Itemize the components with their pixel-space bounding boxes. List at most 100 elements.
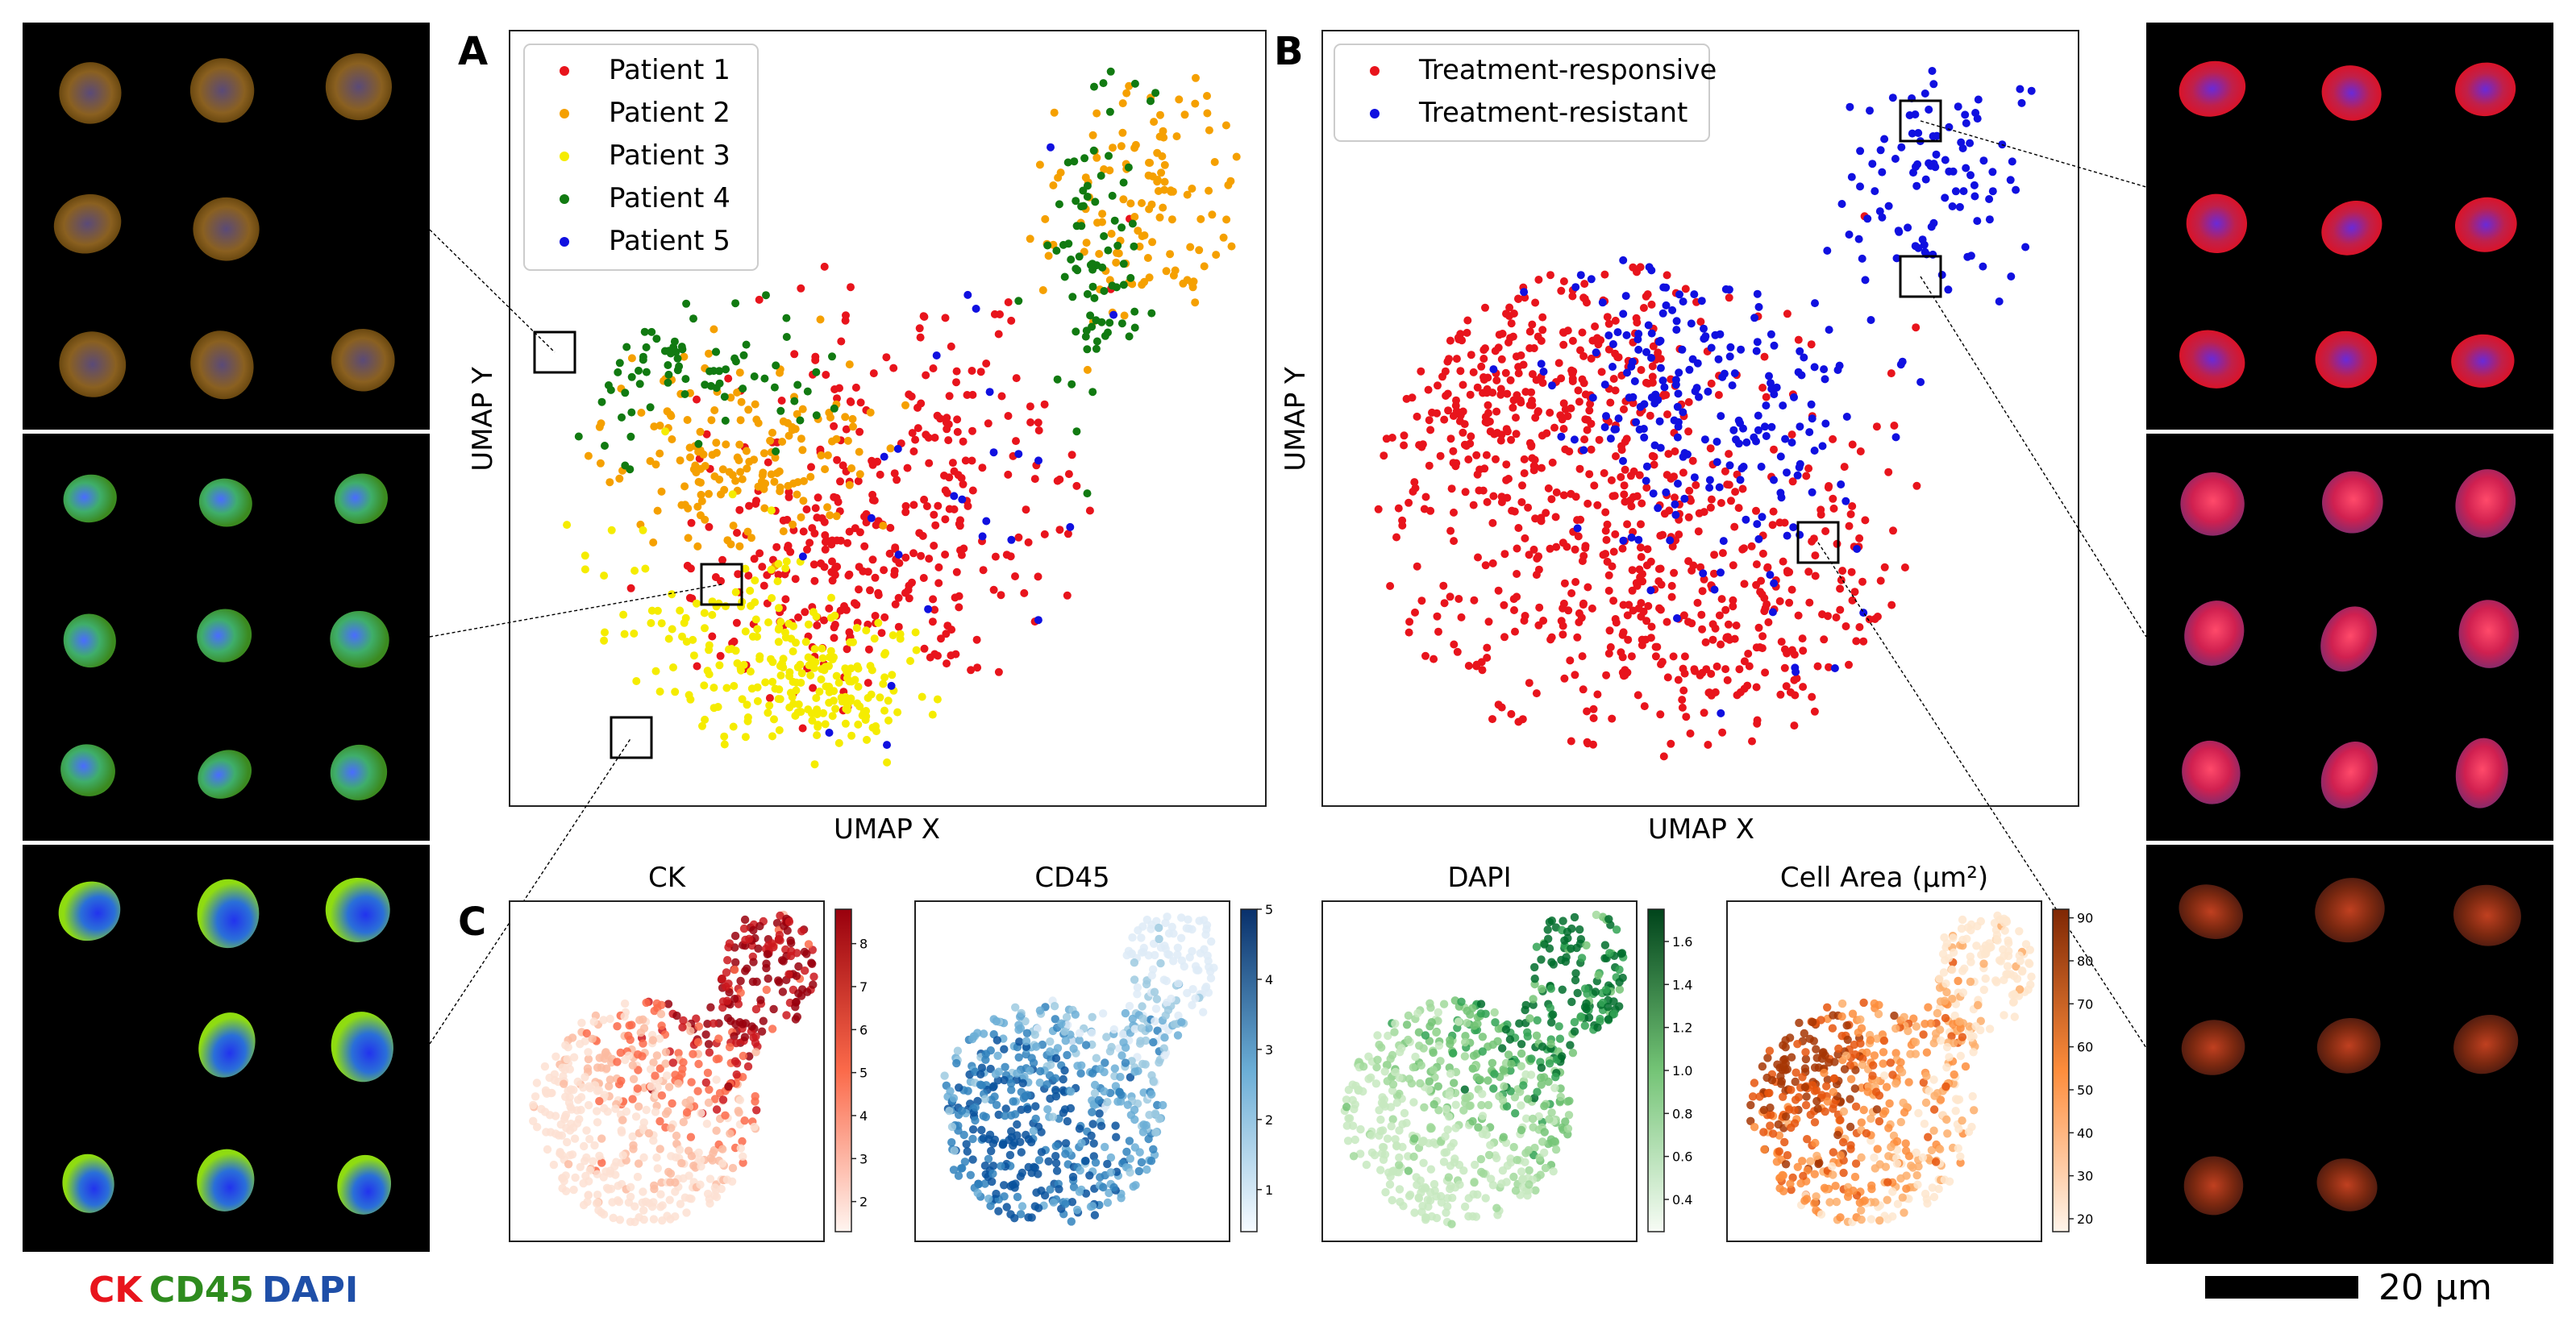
small-plot-point [694, 1059, 703, 1069]
point-treatment-responsive [1585, 470, 1594, 479]
point-treatment-responsive [1583, 499, 1592, 508]
point-patient-2 [1150, 118, 1159, 127]
small-plot-point [679, 1058, 688, 1067]
small-plot-point [1042, 1080, 1051, 1089]
point-patient-1 [944, 436, 953, 445]
small-plot-point [1484, 1150, 1494, 1160]
small-plot-point [1092, 1054, 1101, 1062]
small-plot-point [1869, 1061, 1878, 1070]
point-treatment-resistant [1854, 235, 1863, 243]
small-plot-point [1886, 1058, 1895, 1067]
point-treatment-responsive [1478, 666, 1487, 675]
small-plot-point [1011, 1179, 1020, 1188]
point-treatment-responsive [1775, 518, 1784, 527]
point-patient-1 [930, 510, 938, 519]
point-patient-1 [934, 651, 942, 660]
point-patient-2 [1188, 279, 1196, 288]
small-plot-point [1075, 1124, 1084, 1133]
point-treatment-resistant [1805, 428, 1814, 437]
point-treatment-responsive [1732, 621, 1741, 630]
small-plot-point [1481, 1194, 1490, 1203]
point-treatment-responsive [1507, 435, 1516, 444]
small-plot-point [2027, 972, 2036, 981]
point-treatment-resistant [1649, 489, 1658, 498]
point-treatment-responsive [1603, 520, 1612, 529]
small-plot-point [1035, 1079, 1045, 1087]
small-plot-point [994, 1207, 1003, 1216]
point-treatment-resistant [1697, 297, 1706, 305]
small-plot-point [1447, 1220, 1456, 1228]
small-plot-point [797, 927, 806, 936]
point-patient-2 [1186, 243, 1195, 251]
point-treatment-resistant [1868, 160, 1877, 168]
point-patient-1 [847, 283, 855, 292]
small-plot-point [577, 1018, 586, 1028]
point-treatment-responsive [1770, 445, 1778, 454]
small-plot-point [2021, 940, 2031, 949]
small-plot-point [613, 1022, 622, 1031]
point-treatment-resistant [1674, 422, 1683, 431]
small-plot-point [1147, 971, 1157, 980]
point-patient-1 [953, 427, 962, 436]
point-treatment-responsive [1483, 643, 1492, 652]
point-treatment-responsive [1559, 604, 1567, 613]
small-plot-point [1450, 1183, 1460, 1192]
point-patient-3 [812, 694, 821, 702]
point-treatment-responsive [1587, 354, 1596, 363]
point-treatment-responsive [1446, 336, 1454, 345]
small-plot-point [774, 976, 783, 985]
point-patient-2 [793, 409, 801, 418]
small-plot-point [1793, 1162, 1802, 1172]
point-patient-1 [955, 519, 963, 528]
point-treatment-responsive [1721, 467, 1729, 476]
point-treatment-responsive [1509, 332, 1517, 341]
small-plot-point [1159, 1044, 1169, 1053]
small-plot-point [694, 1148, 703, 1158]
small-plot-point [1388, 1115, 1397, 1124]
point-patient-2 [1208, 210, 1217, 219]
cell [59, 62, 122, 124]
point-treatment-responsive [1824, 483, 1833, 492]
point-patient-4 [1043, 241, 1052, 250]
small-plot-point [1026, 1066, 1034, 1075]
point-treatment-responsive [1688, 456, 1697, 465]
small-plot-point [1839, 1107, 1849, 1116]
point-treatment-responsive [1469, 368, 1478, 376]
point-patient-4 [742, 340, 751, 349]
small-plot-point [1801, 1048, 1810, 1057]
small-plot-point [1409, 1098, 1418, 1107]
small-plot-point [2009, 990, 2019, 999]
small-plot-point [792, 971, 801, 981]
small-plot-point [1863, 1087, 1872, 1096]
point-treatment-responsive [1717, 640, 1725, 649]
small-plot-point [666, 1178, 675, 1187]
small-plot-point [629, 1141, 638, 1150]
small-plot-point [1489, 1084, 1498, 1093]
point-treatment-responsive [1626, 472, 1635, 480]
small-plot-point [992, 1100, 1001, 1110]
small-plot-point [1927, 1145, 1937, 1155]
point-patient-5 [825, 729, 834, 737]
point-patient-1 [687, 518, 696, 527]
small-plot-point [648, 1036, 657, 1045]
small-plot-point [1127, 1057, 1136, 1066]
point-patient-2 [1144, 171, 1153, 180]
small-plot-point [1100, 1087, 1109, 1096]
point-treatment-responsive [1648, 378, 1657, 387]
point-treatment-responsive [1620, 490, 1629, 499]
point-patient-1 [864, 679, 872, 688]
small-plot-point [1956, 1024, 1965, 1033]
point-patient-1 [913, 424, 922, 433]
point-patient-4 [715, 367, 724, 376]
point-patient-1 [866, 586, 874, 595]
small-plot-point [1137, 1024, 1147, 1033]
small-plot-point [768, 1025, 777, 1033]
point-treatment-resistant [1796, 347, 1804, 355]
small-plot-point [1067, 1198, 1077, 1207]
small-plot-point [1117, 1051, 1126, 1060]
small-plot-point [1947, 1032, 1956, 1041]
point-treatment-resistant [1606, 434, 1615, 443]
small-plot-point [1014, 1025, 1023, 1034]
small-plot-point [1571, 975, 1580, 985]
small-plot-point [1150, 987, 1159, 996]
